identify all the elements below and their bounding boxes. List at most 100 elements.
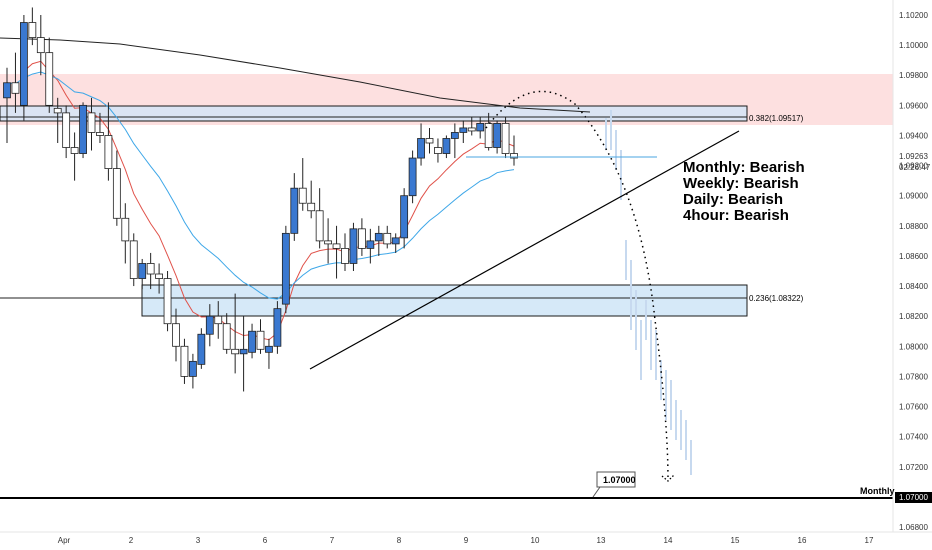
fib-236-zone — [141, 284, 748, 317]
price-tick-label: 1.07800 — [899, 372, 928, 381]
candle — [374, 225, 383, 256]
current-price-tag — [895, 151, 932, 162]
sma-line — [0, 37, 591, 113]
candle — [3, 67, 11, 143]
time-tick-label: 3 — [196, 536, 201, 545]
monthly-callout-text: 1.07000 — [603, 475, 636, 485]
price-tick-label: 1.08000 — [899, 342, 928, 351]
candle — [239, 316, 248, 392]
candle — [79, 102, 87, 159]
candle — [324, 218, 333, 264]
candle — [383, 225, 392, 249]
price-tick-label: 1.08800 — [899, 222, 928, 231]
candle — [349, 222, 358, 271]
monthly-tag: Monthly — [860, 486, 895, 496]
candle — [307, 180, 316, 219]
candle — [36, 15, 45, 76]
candle — [19, 15, 28, 121]
candle — [112, 150, 121, 226]
annotation-weekly: Weekly: Bearish — [683, 175, 799, 192]
candle — [146, 252, 155, 290]
candle — [231, 293, 240, 374]
candle — [104, 102, 113, 181]
candle — [53, 97, 62, 143]
price-tick-label: 1.10000 — [899, 41, 928, 50]
candle — [341, 233, 349, 271]
annotation-monthly: Monthly: Bearish — [683, 159, 805, 176]
monthly-price-tag — [895, 492, 932, 503]
price-tick-label: 1.06800 — [899, 523, 928, 532]
candle — [366, 228, 375, 264]
candle — [62, 105, 71, 159]
price-tick-label: 1.07200 — [899, 463, 928, 472]
uptrend-line — [309, 130, 740, 370]
price-tick-label: 1.07600 — [899, 403, 928, 412]
candle — [163, 271, 172, 332]
candle — [434, 138, 442, 163]
candle — [442, 135, 451, 159]
ema-slow-line — [6, 71, 515, 300]
candle — [425, 127, 434, 154]
candle — [332, 225, 341, 279]
candle — [138, 258, 147, 290]
candle — [11, 52, 20, 113]
candle — [214, 301, 223, 339]
time-tick-label: 2 — [129, 536, 134, 545]
candle — [172, 308, 180, 362]
time-tick-label: 9 — [464, 536, 469, 545]
price-tick-label: 1.09800 — [899, 71, 928, 80]
candle — [222, 313, 231, 354]
projection-arc — [485, 90, 669, 481]
time-tick-label: 17 — [865, 536, 874, 545]
price-tick-label: 1.07400 — [899, 433, 928, 442]
price-tick-label: 1.09000 — [899, 192, 928, 201]
candle — [70, 132, 79, 181]
projection-arrow — [661, 474, 675, 482]
candle — [188, 353, 197, 389]
price-tick-label: 1.08600 — [899, 252, 928, 261]
candle — [129, 233, 138, 287]
candle — [408, 150, 417, 204]
time-tick-label: 16 — [798, 536, 807, 545]
candle — [197, 328, 206, 369]
candle — [450, 123, 459, 159]
monthly-level-callout: 1.07000 — [592, 471, 636, 498]
fib-236-label: 0.236(1.08322) — [749, 294, 804, 303]
time-tick-label: 15 — [731, 536, 740, 545]
time-tick-label: Apr — [58, 536, 71, 545]
price-tick-label: 1.10200 — [899, 11, 928, 20]
candle — [155, 263, 164, 294]
candle — [400, 188, 409, 249]
candle — [281, 225, 290, 314]
time-tick-label: 8 — [397, 536, 402, 545]
time-tick-label: 7 — [330, 536, 335, 545]
time-tick-label: 6 — [263, 536, 268, 545]
candle — [315, 188, 324, 249]
candle — [467, 117, 476, 136]
monthly-price-label: 1.07000 — [899, 493, 928, 502]
candle — [28, 7, 37, 46]
candle — [265, 338, 273, 369]
candle — [121, 203, 130, 264]
candle — [256, 319, 265, 354]
candle — [459, 120, 468, 143]
annotation-4hour: 4hour: Bearish — [683, 207, 789, 224]
candle — [357, 218, 366, 256]
price-tick-label: 1.09600 — [899, 101, 928, 110]
time-tick-label: 10 — [531, 536, 540, 545]
candle — [45, 37, 54, 113]
price-tick-label: 1.08200 — [899, 312, 928, 321]
countdown-label: 02:26:47 — [899, 163, 931, 172]
candle — [87, 97, 96, 151]
current-price-label: 1.09263 — [899, 152, 928, 161]
candle — [417, 123, 425, 166]
annotation-daily: Daily: Bearish — [683, 191, 784, 208]
candle — [205, 304, 214, 347]
candle — [501, 117, 510, 159]
candle — [476, 117, 485, 139]
price-tick-label: 1.08400 — [899, 282, 928, 291]
price-tick-label: 1.09400 — [899, 131, 928, 140]
candle — [96, 112, 104, 143]
price-tick-label: 1.09200 — [899, 162, 928, 171]
